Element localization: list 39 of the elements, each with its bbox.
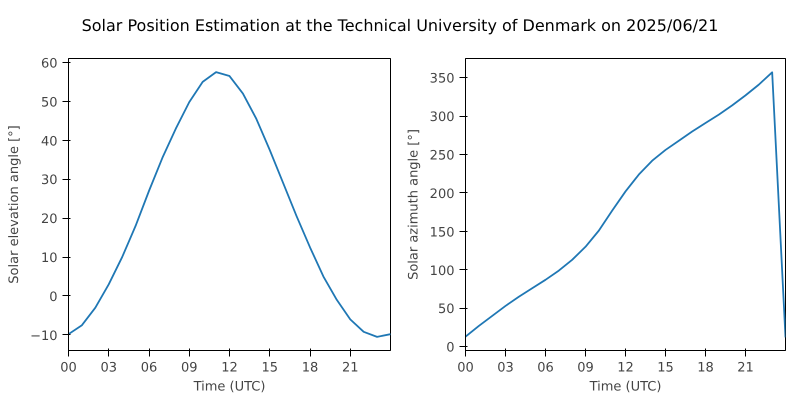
- x-tick-label: 18: [302, 360, 318, 376]
- x-tick-label: 21: [737, 360, 754, 376]
- y-axis-title: Solar elevation angle [°]: [7, 125, 22, 284]
- x-tick-label: 09: [577, 360, 594, 376]
- y-tick-label: 350: [430, 72, 455, 87]
- x-tick-label: 12: [617, 360, 634, 376]
- chart-title: Solar Position Estimation at the Technical University of Denmark on 2025/06/21: [80, 15, 720, 37]
- x-tick-label: 18: [697, 360, 714, 376]
- x-tick-label: 15: [261, 360, 278, 376]
- x-tick-label: 15: [657, 360, 674, 376]
- y-tick-label: 20: [40, 212, 58, 228]
- x-tick-label: 03: [100, 360, 118, 376]
- y-tick-label: 200: [430, 186, 455, 202]
- y-tick-label: 40: [40, 134, 58, 150]
- line-series: [466, 71, 786, 338]
- line-series: [68, 71, 390, 338]
- y-tick-label: 0: [446, 340, 455, 356]
- y-tick-label: 50: [438, 302, 455, 318]
- x-tick-label: 12: [221, 360, 238, 376]
- y-tick-label: 30: [40, 173, 58, 188]
- y-tick-label: 150: [430, 225, 455, 240]
- x-tick-label: 21: [342, 360, 359, 376]
- x-tick-label: 00: [457, 360, 474, 376]
- x-tick-label: 06: [537, 360, 554, 376]
- y-tick-label: 100: [430, 264, 455, 279]
- y-tick-label: −10: [30, 328, 58, 344]
- y-tick-label: 0: [49, 290, 58, 305]
- y-axis-title: Solar azimuth angle [°]: [406, 129, 422, 280]
- x-tick-label: 03: [497, 360, 514, 376]
- x-axis-title: Time (UTC): [192, 380, 266, 394]
- y-tick-label: 50: [40, 95, 58, 110]
- x-tick-label: 00: [60, 360, 77, 376]
- y-tick-label: 10: [40, 251, 58, 266]
- x-tick-label: 06: [140, 360, 158, 376]
- x-tick-label: 09: [180, 360, 198, 376]
- y-tick-label: 60: [40, 56, 58, 72]
- y-tick-label: 300: [430, 110, 455, 126]
- x-axis-title: Time (UTC): [588, 380, 662, 394]
- y-tick-label: 250: [430, 148, 455, 164]
